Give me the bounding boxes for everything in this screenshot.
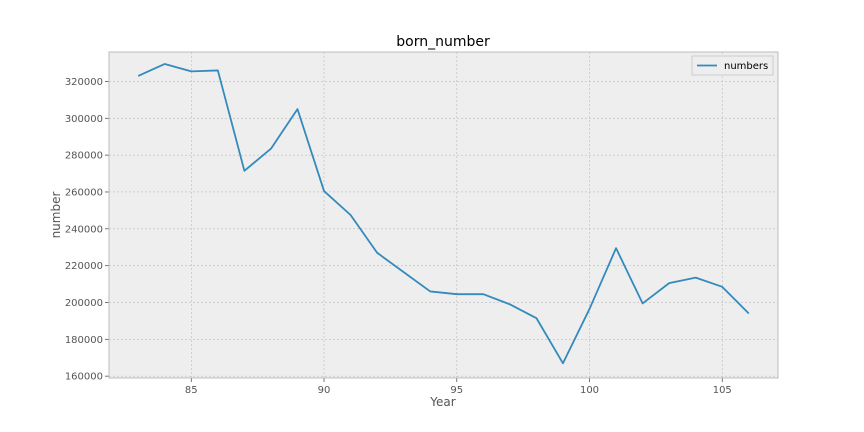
y-tick-label: 160000: [65, 372, 103, 383]
y-tick-label: 260000: [65, 187, 103, 198]
x-tick-label: 105: [713, 385, 732, 396]
x-axis-ticks: 85 90 95 100 105: [185, 378, 732, 396]
x-axis-label: Year: [429, 395, 455, 409]
y-tick-label: 300000: [65, 114, 103, 125]
x-tick-label: 90: [318, 385, 331, 396]
y-tick-label: 220000: [65, 261, 103, 272]
plot-frame: [108, 51, 779, 379]
legend-label-numbers: numbers: [724, 61, 768, 72]
series-line-numbers: [137, 63, 750, 365]
y-axis-ticks: 160000 180000 200000 220000 240000 260000 2800…: [65, 77, 109, 383]
x-tick-label: 95: [450, 385, 463, 396]
y-tick-label: 240000: [65, 224, 103, 235]
x-tick-label: 100: [580, 385, 599, 396]
legend: numbers: [691, 55, 774, 76]
y-tick-label: 320000: [65, 77, 103, 88]
legend-box: [691, 55, 774, 76]
y-tick-label: 200000: [65, 298, 103, 309]
y-tick-label: 180000: [65, 335, 103, 346]
plot-area: [109, 52, 778, 378]
y-axis-label: number: [49, 192, 63, 239]
x-tick-label: 85: [185, 385, 198, 396]
y-tick-label: 280000: [65, 151, 103, 162]
grid-lines: [109, 52, 778, 378]
chart-title: born_number: [396, 34, 490, 50]
